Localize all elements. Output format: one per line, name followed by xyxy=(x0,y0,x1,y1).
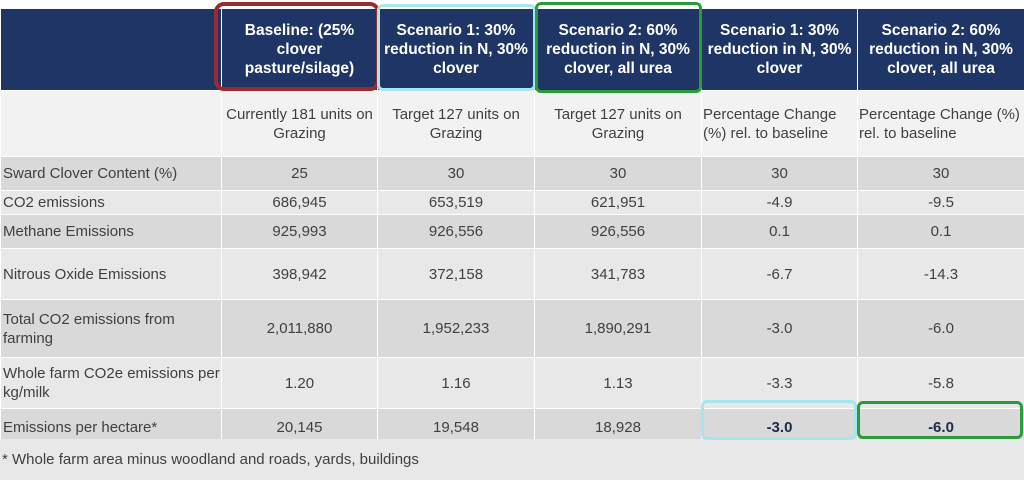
cell-baseline: 25 xyxy=(221,156,378,191)
table-row: Methane Emissions 925,993 926,556 926,55… xyxy=(0,214,1024,249)
cell-baseline: 398,942 xyxy=(221,248,378,300)
cell-scenario-2-change: 30 xyxy=(857,156,1024,191)
row-label: CO2 emissions xyxy=(0,190,222,215)
cell-scenario-1-change: -3.3 xyxy=(701,357,858,409)
subheader-cell-empty xyxy=(0,90,222,157)
subheader-scenario-2-change: Percentage Change (%) rel. to baseline xyxy=(857,90,1024,157)
row-label: Sward Clover Content (%) xyxy=(0,156,222,191)
header-row: Baseline: (25% clover pasture/silage) Sc… xyxy=(0,8,1024,91)
table-row: Sward Clover Content (%) 25 30 30 30 30 xyxy=(0,156,1024,191)
cell-scenario-1: 30 xyxy=(377,156,535,191)
cell-scenario-1: 1.16 xyxy=(377,357,535,409)
cell-scenario-2: 926,556 xyxy=(534,214,702,249)
cell-baseline: 925,993 xyxy=(221,214,378,249)
cell-scenario-1: 926,556 xyxy=(377,214,535,249)
table-row: CO2 emissions 686,945 653,519 621,951 -4… xyxy=(0,190,1024,215)
table-row: Nitrous Oxide Emissions 398,942 372,158 … xyxy=(0,248,1024,300)
cell-baseline: 1.20 xyxy=(221,357,378,409)
subheader-baseline: Currently 181 units on Grazing xyxy=(221,90,378,157)
cell-scenario-2: 621,951 xyxy=(534,190,702,215)
cell-scenario-2-change: -5.8 xyxy=(857,357,1024,409)
cell-baseline: 2,011,880 xyxy=(221,299,378,358)
cell-scenario-1-change: -6.7 xyxy=(701,248,858,300)
cell-scenario-1-change: 30 xyxy=(701,156,858,191)
cell-scenario-2: 341,783 xyxy=(534,248,702,300)
cell-scenario-2: 30 xyxy=(534,156,702,191)
row-label: Whole farm CO2e emissions per kg/milk xyxy=(0,357,222,409)
cell-scenario-1: 1,952,233 xyxy=(377,299,535,358)
table-row: Total CO2 emissions from farming 2,011,8… xyxy=(0,299,1024,358)
header-scenario-1-change: Scenario 1: 30% reduction in N, 30% clov… xyxy=(701,8,858,91)
header-scenario-2: Scenario 2: 60% reduction in N, 30% clov… xyxy=(534,8,702,91)
cell-scenario-2-change: 0.1 xyxy=(857,214,1024,249)
header-scenario-2-change: Scenario 2: 60% reduction in N, 30% clov… xyxy=(857,8,1024,91)
cell-scenario-2: 1.13 xyxy=(534,357,702,409)
table-row: Whole farm CO2e emissions per kg/milk 1.… xyxy=(0,357,1024,409)
row-label: Total CO2 emissions from farming xyxy=(0,299,222,358)
header-scenario-1: Scenario 1: 30% reduction in N, 30% clov… xyxy=(377,8,535,91)
cell-scenario-1: 653,519 xyxy=(377,190,535,215)
subheader-row: Currently 181 units on Grazing Target 12… xyxy=(0,90,1024,157)
cell-scenario-2: 1,890,291 xyxy=(534,299,702,358)
cell-scenario-1-change: -4.9 xyxy=(701,190,858,215)
subheader-scenario-1-change: Percentage Change (%) rel. to baseline xyxy=(701,90,858,157)
footnote: * Whole farm area minus woodland and roa… xyxy=(0,439,1024,480)
header-baseline: Baseline: (25% clover pasture/silage) xyxy=(221,8,378,91)
cell-baseline: 686,945 xyxy=(221,190,378,215)
cell-scenario-1-change: -3.0 xyxy=(701,299,858,358)
header-cell-empty xyxy=(0,8,222,91)
cell-scenario-1-change: 0.1 xyxy=(701,214,858,249)
emissions-table: Baseline: (25% clover pasture/silage) Sc… xyxy=(0,8,1024,447)
cell-scenario-2-change: -9.5 xyxy=(857,190,1024,215)
subheader-scenario-2: Target 127 units on Grazing xyxy=(534,90,702,157)
cell-scenario-2-change: -6.0 xyxy=(857,299,1024,358)
cell-scenario-1: 372,158 xyxy=(377,248,535,300)
subheader-scenario-1: Target 127 units on Grazing xyxy=(377,90,535,157)
row-label: Methane Emissions xyxy=(0,214,222,249)
cell-scenario-2-change: -14.3 xyxy=(857,248,1024,300)
row-label: Nitrous Oxide Emissions xyxy=(0,248,222,300)
